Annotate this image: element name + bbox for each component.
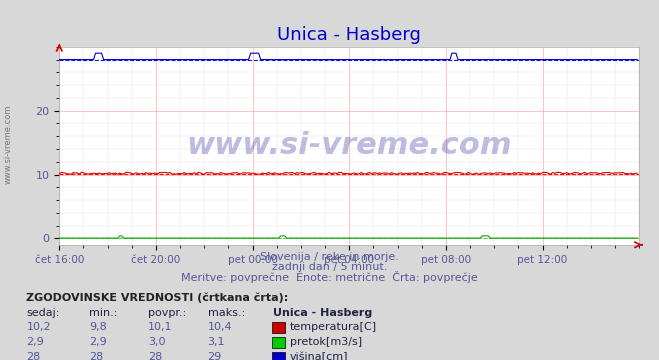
Text: ZGODOVINSKE VREDNOSTI (črtkana črta):: ZGODOVINSKE VREDNOSTI (črtkana črta): (26, 292, 289, 303)
Text: temperatura[C]: temperatura[C] (290, 322, 377, 332)
Text: 28: 28 (148, 352, 163, 360)
Text: sedaj:: sedaj: (26, 308, 60, 318)
FancyBboxPatch shape (272, 352, 285, 360)
Text: 9,8: 9,8 (89, 322, 107, 332)
Text: www.si-vreme.com: www.si-vreme.com (3, 104, 13, 184)
Text: 2,9: 2,9 (89, 337, 107, 347)
Text: 28: 28 (89, 352, 103, 360)
Text: 3,1: 3,1 (208, 337, 225, 347)
Text: 29: 29 (208, 352, 222, 360)
Text: Unica - Hasberg: Unica - Hasberg (273, 308, 373, 318)
Text: www.si-vreme.com: www.si-vreme.com (186, 131, 512, 160)
Text: 10,4: 10,4 (208, 322, 232, 332)
Text: Meritve: povprečne  Enote: metrične  Črta: povprečje: Meritve: povprečne Enote: metrične Črta:… (181, 271, 478, 283)
Text: 3,0: 3,0 (148, 337, 166, 347)
Text: višina[cm]: višina[cm] (290, 352, 349, 360)
Text: povpr.:: povpr.: (148, 308, 186, 318)
Text: 28: 28 (26, 352, 41, 360)
Title: Unica - Hasberg: Unica - Hasberg (277, 26, 421, 44)
Text: pretok[m3/s]: pretok[m3/s] (290, 337, 362, 347)
FancyBboxPatch shape (272, 337, 285, 348)
Text: maks.:: maks.: (208, 308, 245, 318)
FancyBboxPatch shape (272, 322, 285, 333)
Text: 10,2: 10,2 (26, 322, 51, 332)
Text: Slovenija / reke in morje.: Slovenija / reke in morje. (260, 252, 399, 262)
Text: min.:: min.: (89, 308, 117, 318)
Text: zadnji dan / 5 minut.: zadnji dan / 5 minut. (272, 262, 387, 272)
Text: 10,1: 10,1 (148, 322, 173, 332)
Text: 2,9: 2,9 (26, 337, 44, 347)
